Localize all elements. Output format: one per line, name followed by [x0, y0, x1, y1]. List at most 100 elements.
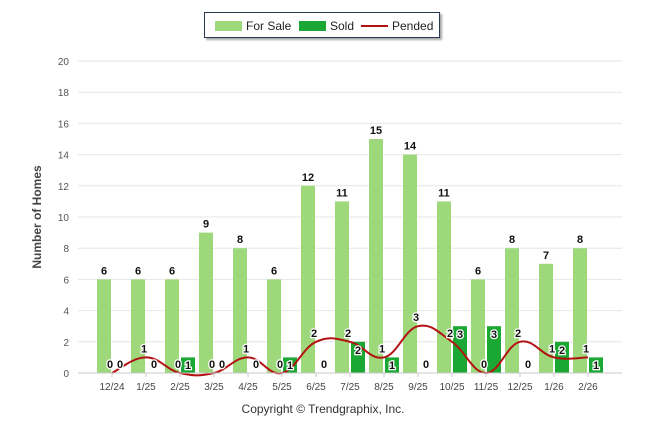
pended-value-label: 0 — [175, 359, 181, 371]
y-tick-label: 4 — [63, 307, 69, 318]
for-sale-bar — [471, 279, 485, 373]
for-sale-value-label: 11 — [438, 187, 450, 199]
sold-value-label: 3 — [491, 329, 497, 341]
for-sale-value-label: 7 — [543, 250, 549, 262]
x-tick-label: 12/24 — [99, 382, 124, 393]
sold-value-label: 2 — [559, 345, 565, 357]
for-sale-bar — [199, 232, 213, 373]
x-tick-label: 5/25 — [272, 382, 292, 393]
pended-value-label: 1 — [379, 343, 385, 355]
sold-value-label: 0 — [219, 359, 225, 371]
sold-bar — [283, 357, 297, 373]
y-tick-label: 2 — [63, 338, 69, 349]
pended-value-label: 0 — [209, 359, 215, 371]
sold-value-label: 1 — [389, 360, 395, 372]
y-tick-label: 10 — [58, 213, 70, 224]
x-tick-label: 12/25 — [507, 382, 532, 393]
y-tick-label: 0 — [63, 369, 69, 380]
for-sale-bar — [369, 139, 383, 373]
for-sale-bar — [233, 248, 247, 373]
for-sale-value-label: 6 — [135, 265, 141, 277]
pended-value-label: 0 — [481, 359, 487, 371]
for-sale-value-label: 14 — [404, 141, 417, 153]
y-tick-label: 12 — [58, 182, 70, 193]
x-tick-label: 10/25 — [439, 382, 464, 393]
legend-item-for-sale[interactable]: For Sale — [215, 18, 291, 34]
pended-value-label: 1 — [583, 343, 589, 355]
y-tick-label: 16 — [58, 119, 70, 130]
sold-swatch-icon — [299, 21, 326, 31]
legend-label-sold: Sold — [330, 19, 355, 33]
legend-label-for-sale: For Sale — [246, 19, 292, 33]
for-sale-value-label: 8 — [577, 234, 583, 246]
sold-value-label: 0 — [423, 359, 429, 371]
y-tick-label: 20 — [58, 57, 70, 68]
sold-value-label: 1 — [287, 360, 293, 372]
sold-value-label: 0 — [525, 359, 531, 371]
pended-value-label: 0 — [107, 359, 113, 371]
for-sale-value-label: 6 — [271, 265, 277, 277]
sold-bar — [181, 357, 195, 373]
for-sale-bar — [301, 185, 315, 373]
sold-bar — [555, 341, 569, 373]
y-axis: 0 2 4 6 8 10 12 14 16 18 20 — [58, 57, 70, 380]
sold-value-label: 0 — [253, 359, 259, 371]
pended-value-label: 1 — [141, 343, 147, 355]
pended-line — [111, 324, 589, 377]
pended-value-label: 1 — [243, 343, 249, 355]
y-tick-label: 18 — [58, 88, 70, 99]
sold-value-label: 1 — [593, 360, 599, 372]
legend: For Sale Sold Pended — [204, 12, 440, 38]
sold-bar — [589, 357, 603, 373]
x-tick-label: 1/26 — [544, 382, 564, 393]
legend-item-sold[interactable]: Sold — [299, 18, 354, 34]
sold-bar — [351, 341, 365, 373]
sold-value-label: 0 — [151, 359, 157, 371]
x-tick-label: 4/25 — [238, 382, 258, 393]
for-sale-value-label: 9 — [203, 219, 209, 231]
pended-value-label: 1 — [549, 343, 555, 355]
sold-value-label: 2 — [355, 345, 361, 357]
pended-line-path — [111, 324, 589, 377]
pended-value-label: 2 — [311, 328, 317, 340]
pended-value-label: 2 — [345, 328, 351, 340]
legend-label-pended: Pended — [392, 19, 434, 33]
bars — [97, 139, 603, 373]
y-tick-label: 6 — [63, 275, 69, 286]
for-sale-value-label: 6 — [475, 265, 481, 277]
for-sale-bar — [267, 279, 281, 373]
sold-bar — [385, 357, 399, 373]
pended-line-swatch-icon — [361, 25, 388, 27]
for-sale-bar — [131, 279, 145, 373]
x-tick-label: 9/25 — [408, 382, 428, 393]
y-axis-title: Number of Homes — [30, 165, 44, 269]
x-tick-label: 8/25 — [374, 382, 394, 393]
for-sale-swatch-icon — [215, 21, 242, 31]
for-sale-bar — [539, 263, 553, 373]
for-sale-value-label: 11 — [336, 187, 348, 199]
sold-value-label: 3 — [457, 329, 463, 341]
for-sale-bar — [335, 201, 349, 373]
pended-value-label: 0 — [277, 359, 283, 371]
for-sale-value-label: 8 — [509, 234, 515, 246]
x-tick-label: 2/25 — [170, 382, 190, 393]
y-tick-label: 8 — [63, 244, 69, 255]
sold-bar — [487, 326, 501, 373]
x-axis: 12/24 1/25 2/25 3/25 4/25 5/25 6/25 7/25 8/25 9/2… — [78, 372, 622, 393]
x-tick-label: 6/25 — [306, 382, 326, 393]
for-sale-bar — [505, 248, 519, 373]
y-tick-label: 14 — [58, 151, 70, 162]
sold-value-label: 0 — [321, 359, 327, 371]
pended-value-label: 2 — [515, 328, 521, 340]
for-sale-value-label: 6 — [101, 265, 107, 277]
for-sale-bar — [97, 279, 111, 373]
x-tick-label: 2/26 — [578, 382, 598, 393]
pended-value-label: 2 — [447, 328, 453, 340]
for-sale-value-label: 6 — [169, 265, 175, 277]
for-sale-bar — [165, 279, 179, 373]
sold-value-label: 1 — [185, 360, 191, 372]
x-tick-label: 1/25 — [136, 382, 156, 393]
for-sale-value-label: 15 — [370, 125, 382, 137]
legend-item-pended[interactable]: Pended — [361, 18, 433, 34]
